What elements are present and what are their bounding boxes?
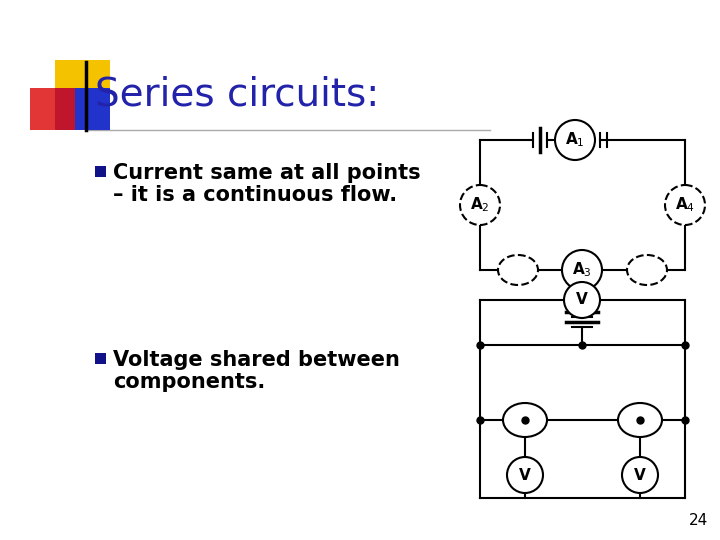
Circle shape	[622, 457, 658, 493]
Text: components.: components.	[113, 372, 265, 392]
Text: V: V	[634, 468, 646, 483]
Ellipse shape	[627, 255, 667, 285]
Text: $\mathbf{A}_2$: $\mathbf{A}_2$	[470, 195, 490, 214]
FancyBboxPatch shape	[95, 353, 106, 364]
Circle shape	[564, 282, 600, 318]
Text: V: V	[519, 468, 531, 483]
Text: $\mathbf{A}_3$: $\mathbf{A}_3$	[572, 261, 592, 279]
Ellipse shape	[618, 403, 662, 437]
Circle shape	[665, 185, 705, 225]
Text: Current same at all points: Current same at all points	[113, 163, 420, 183]
FancyBboxPatch shape	[30, 88, 75, 130]
FancyBboxPatch shape	[55, 60, 110, 115]
Circle shape	[507, 457, 543, 493]
Circle shape	[562, 250, 602, 290]
Ellipse shape	[503, 403, 547, 437]
Text: Series circuits:: Series circuits:	[95, 76, 379, 114]
FancyBboxPatch shape	[55, 88, 110, 130]
Text: – it is a continuous flow.: – it is a continuous flow.	[113, 185, 397, 205]
Text: V: V	[576, 293, 588, 307]
Ellipse shape	[498, 255, 538, 285]
Circle shape	[555, 120, 595, 160]
Text: $\mathbf{A}_4$: $\mathbf{A}_4$	[675, 195, 695, 214]
Text: Voltage shared between: Voltage shared between	[113, 350, 400, 370]
Text: 24: 24	[689, 513, 708, 528]
FancyBboxPatch shape	[95, 166, 106, 177]
Circle shape	[460, 185, 500, 225]
Text: $\mathbf{A}_1$: $\mathbf{A}_1$	[565, 131, 585, 150]
